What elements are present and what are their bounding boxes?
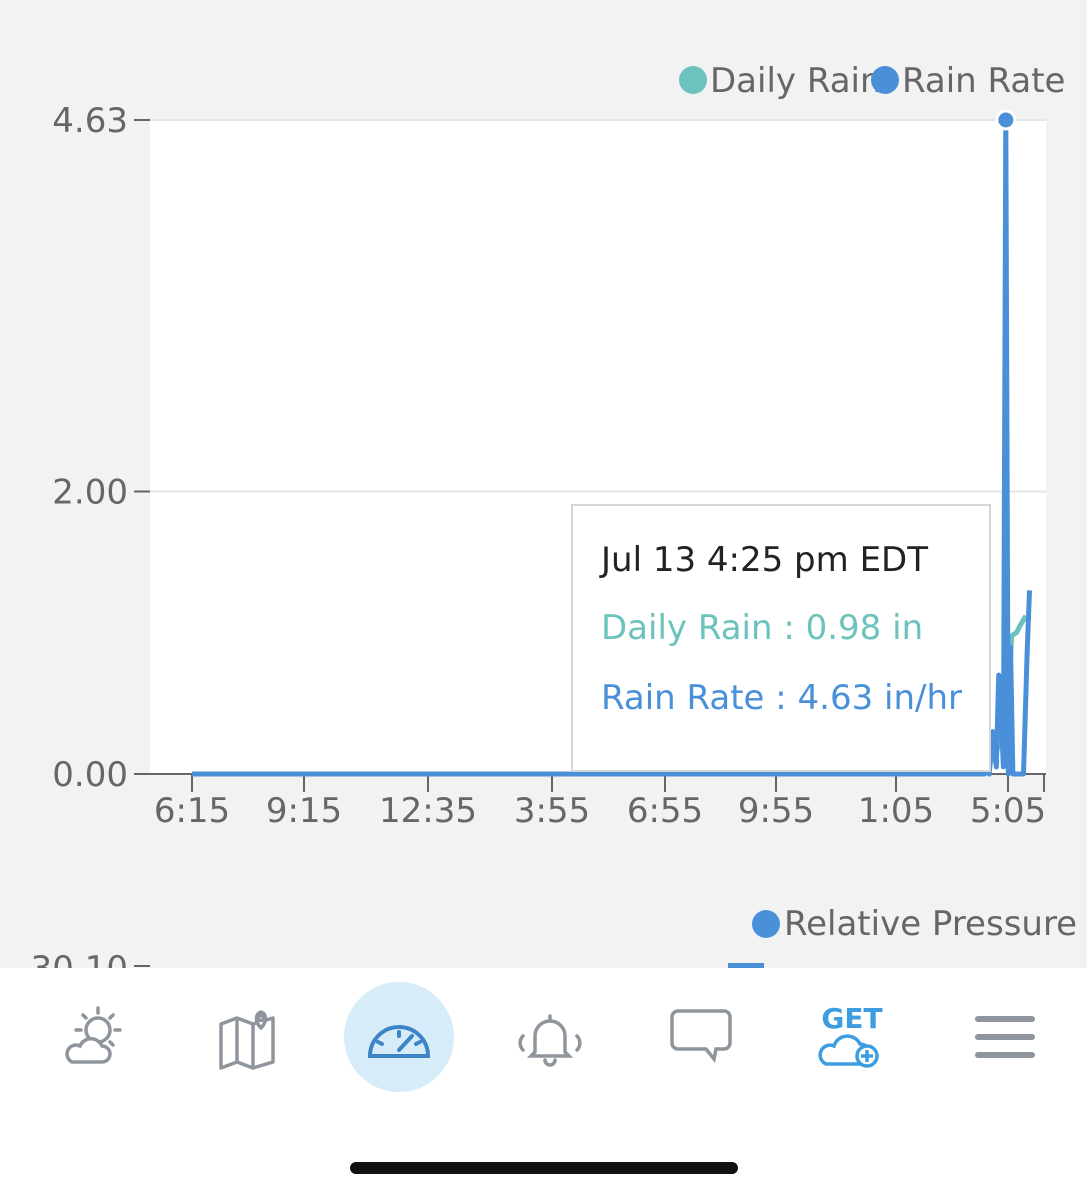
legend-marker [752, 910, 780, 938]
x-tick-label: 3:55 [514, 791, 590, 831]
x-tick-label: 5:05 [970, 791, 1046, 831]
x-tick-label: 9:55 [738, 791, 814, 831]
nav-menu[interactable] [950, 982, 1060, 1092]
map-icon [219, 1010, 275, 1070]
highlight-point[interactable] [995, 109, 1017, 131]
nav-map[interactable] [193, 982, 303, 1092]
dashboard-icon [367, 1025, 431, 1058]
svg-text:GET: GET [821, 1002, 882, 1035]
chart-tooltip: Jul 13 4:25 pm EDT Daily Rain : 0.98 in … [571, 504, 991, 772]
nav-dashboard[interactable] [344, 982, 454, 1092]
y-tick-label: 4.63 [52, 101, 128, 141]
x-tick-label: 9:15 [266, 791, 342, 831]
tooltip-rain-rate: Rain Rate : 4.63 in/hr [601, 678, 963, 718]
legend-marker [679, 66, 707, 94]
pressure-chart[interactable]: Relative Pressure 30.10 [0, 890, 1087, 970]
x-tick-label: 6:15 [154, 791, 230, 831]
x-tick-label: 1:05 [858, 791, 934, 831]
bottom-nav: GET [0, 968, 1087, 1200]
tooltip-time: Jul 13 4:25 pm EDT [601, 540, 929, 580]
x-tick-label: 6:55 [627, 791, 703, 831]
home-indicator [350, 1162, 738, 1174]
legend-marker [871, 66, 899, 94]
y-tick-label: 2.00 [52, 472, 128, 512]
y-tick-label: 0.00 [52, 755, 128, 795]
alerts-icon [518, 1014, 582, 1067]
tooltip-daily-rain: Daily Rain : 0.98 in [601, 608, 924, 648]
nav-alerts[interactable] [495, 982, 605, 1092]
nav-weather[interactable] [42, 982, 152, 1092]
legend-label[interactable]: Relative Pressure [784, 904, 1077, 944]
legend-label[interactable]: Daily Rain [710, 61, 882, 101]
legend-label[interactable]: Rain Rate [902, 61, 1065, 101]
weather-icon [65, 1006, 122, 1064]
x-tick-label: 12:35 [379, 791, 477, 831]
nav-get[interactable]: GET [797, 982, 907, 1092]
pressure-mark [728, 963, 764, 970]
y-tick-label: 30.10 [31, 949, 128, 970]
chat-icon [670, 1009, 732, 1064]
nav-chat[interactable] [646, 982, 756, 1092]
menu-icon [975, 1016, 1035, 1058]
get-cloud-icon: GET [818, 1002, 883, 1068]
